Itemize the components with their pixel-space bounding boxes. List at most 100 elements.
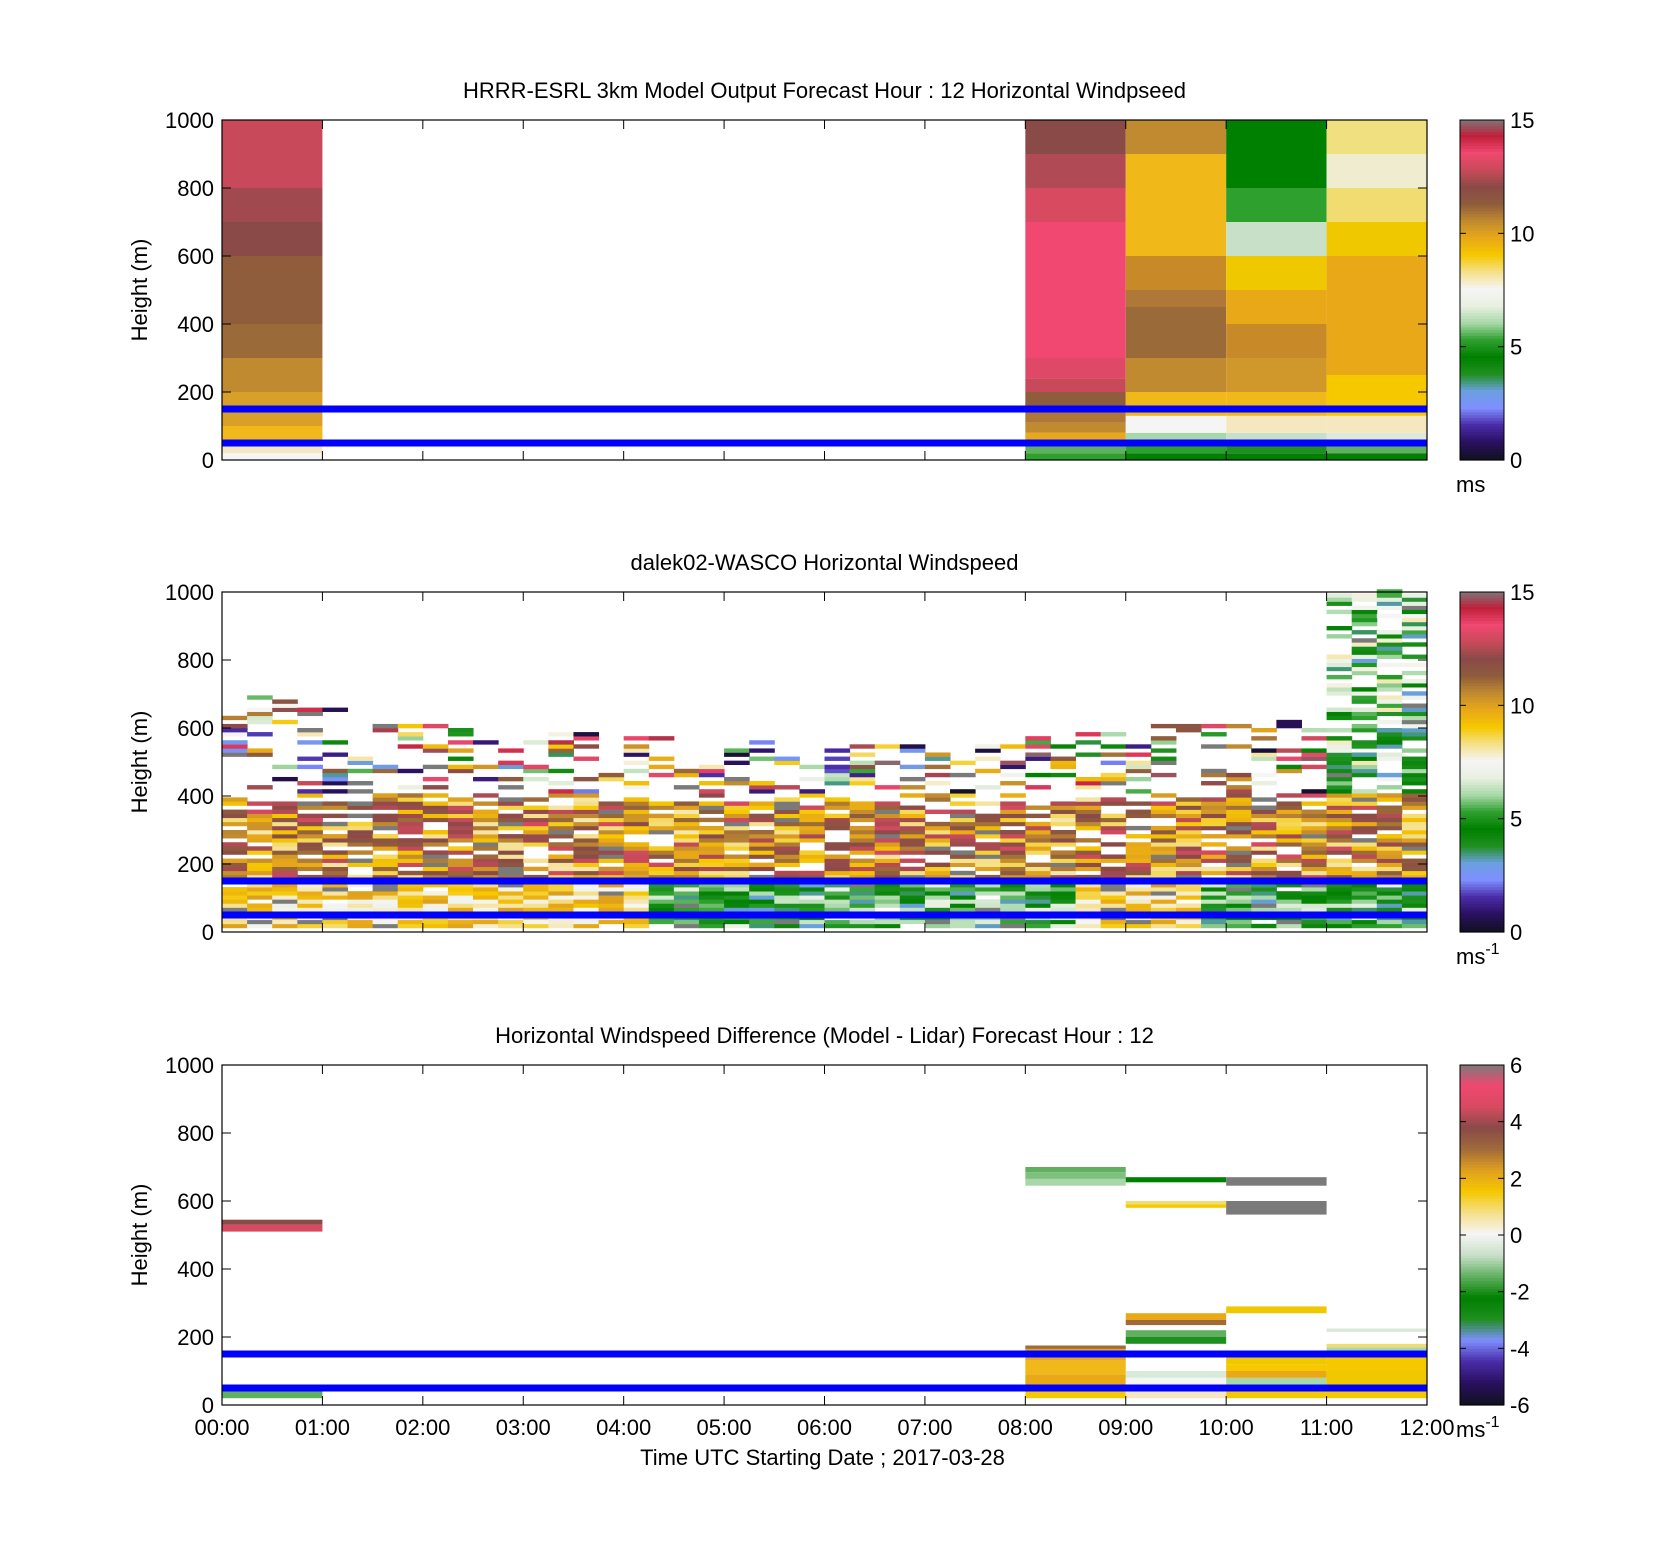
lidar-gate bbox=[222, 862, 248, 868]
lidar-gate bbox=[1401, 817, 1428, 823]
colorbar-frame bbox=[1459, 119, 1505, 461]
lidar-gate bbox=[1326, 715, 1353, 721]
colorbar-swatch bbox=[1460, 674, 1504, 678]
lidar-gate bbox=[799, 764, 825, 770]
lidar-gate bbox=[899, 785, 926, 790]
lidar-gate bbox=[1376, 732, 1403, 737]
lidar-gate bbox=[673, 891, 700, 896]
lidar-gate bbox=[799, 813, 825, 819]
lidar-gate bbox=[874, 809, 901, 814]
lidar-gate bbox=[749, 862, 775, 868]
lidar-gate bbox=[598, 895, 625, 900]
lidar-gate bbox=[447, 858, 474, 863]
lidar-gate bbox=[222, 830, 248, 835]
lidar-gate bbox=[824, 923, 851, 929]
heatmap-cell bbox=[222, 256, 323, 324]
lidar-gate bbox=[874, 850, 901, 855]
lidar-gate bbox=[1150, 854, 1177, 859]
lidar-gate bbox=[422, 817, 449, 823]
lidar-gate bbox=[1326, 846, 1353, 851]
colorbar-swatch bbox=[1460, 767, 1504, 772]
lidar-gate bbox=[598, 809, 625, 814]
colorbar-swatch bbox=[1460, 835, 1504, 840]
colorbar-swatch bbox=[1460, 623, 1504, 627]
lidar-gate bbox=[1276, 923, 1302, 929]
lidar-gate bbox=[648, 817, 675, 823]
colorbar-swatch bbox=[1460, 154, 1504, 158]
lidar-gate bbox=[1326, 756, 1353, 761]
colorbar-swatch bbox=[1460, 739, 1504, 743]
lidar-gate bbox=[950, 772, 976, 778]
lidar-gate bbox=[473, 817, 499, 823]
colorbar-swatch bbox=[1460, 917, 1504, 922]
lidar-gate bbox=[598, 870, 625, 876]
lidar-gate bbox=[698, 858, 725, 863]
colorbar-swatch bbox=[1460, 145, 1504, 149]
lidar-gate bbox=[1376, 736, 1403, 741]
lidar-gate bbox=[397, 895, 424, 900]
lidar-gate bbox=[1000, 862, 1026, 868]
lidar-gate bbox=[975, 846, 1001, 851]
colorbar-swatch bbox=[1460, 1189, 1504, 1194]
lidar-gate bbox=[1175, 805, 1202, 810]
colorbar-swatch bbox=[1460, 620, 1504, 624]
colorbar-swatch bbox=[1460, 448, 1504, 453]
lidar-gate bbox=[1301, 899, 1328, 904]
lidar-gate bbox=[924, 903, 951, 908]
lidar-gate bbox=[924, 883, 951, 888]
lidar-gate bbox=[272, 883, 298, 888]
colorbar-swatch bbox=[1460, 827, 1504, 831]
lidar-gate bbox=[1301, 887, 1328, 892]
lidar-gate bbox=[272, 850, 298, 855]
lidar-gate bbox=[1150, 866, 1177, 872]
lidar-gate bbox=[1000, 907, 1026, 912]
lidar-gate bbox=[673, 866, 700, 872]
colorbar-swatch bbox=[1460, 1308, 1504, 1313]
colorbar-tick-label: 4 bbox=[1510, 1110, 1522, 1135]
colorbar-swatch bbox=[1460, 366, 1504, 370]
lidar-gate bbox=[498, 797, 524, 802]
lidar-gate bbox=[573, 887, 600, 892]
colorbar-swatch bbox=[1460, 312, 1504, 317]
lidar-gate bbox=[774, 809, 800, 814]
lidar-gate bbox=[799, 903, 825, 908]
lidar-gate bbox=[1376, 891, 1403, 896]
lidar-gate bbox=[1401, 834, 1428, 839]
lidar-gate bbox=[548, 891, 574, 896]
lidar-gate bbox=[648, 756, 675, 761]
colorbar-swatch bbox=[1460, 193, 1504, 198]
lidar-gate bbox=[1326, 797, 1353, 802]
lidar-gate bbox=[1326, 866, 1353, 872]
lidar-gate bbox=[447, 850, 474, 855]
data-cells bbox=[222, 1167, 1427, 1399]
lidar-gate bbox=[1050, 821, 1077, 827]
lidar-gate bbox=[673, 834, 700, 839]
lidar-gate bbox=[623, 903, 650, 908]
lidar-gate bbox=[698, 801, 725, 806]
lidar-gate bbox=[849, 899, 876, 904]
colorbar-swatch bbox=[1460, 1368, 1504, 1372]
lidar-gate bbox=[523, 838, 549, 843]
lidar-gate bbox=[247, 817, 273, 823]
colorbar-swatch bbox=[1460, 358, 1504, 362]
lidar-gate bbox=[573, 797, 600, 802]
lidar-gate bbox=[874, 874, 901, 880]
lidar-gate bbox=[1401, 874, 1428, 880]
lidar-gate bbox=[297, 789, 323, 794]
lidar-gate bbox=[498, 866, 524, 872]
lidar-gate bbox=[648, 874, 675, 880]
lidar-gate bbox=[899, 874, 926, 880]
colorbar-swatch bbox=[1460, 634, 1504, 638]
lidar-gate bbox=[1326, 793, 1353, 798]
lidar-gate bbox=[397, 862, 424, 868]
colorbar-swatch bbox=[1460, 261, 1504, 266]
lidar-gate bbox=[749, 883, 775, 888]
colorbar-swatch bbox=[1460, 1172, 1504, 1177]
lidar-gate bbox=[1000, 772, 1026, 778]
lidar-gate bbox=[297, 711, 323, 717]
lidar-gate bbox=[397, 785, 424, 790]
colorbar-swatch bbox=[1460, 1303, 1504, 1307]
lidar-gate bbox=[1175, 903, 1202, 908]
lidar-gate bbox=[523, 895, 549, 900]
heatmap-cell bbox=[222, 222, 323, 256]
